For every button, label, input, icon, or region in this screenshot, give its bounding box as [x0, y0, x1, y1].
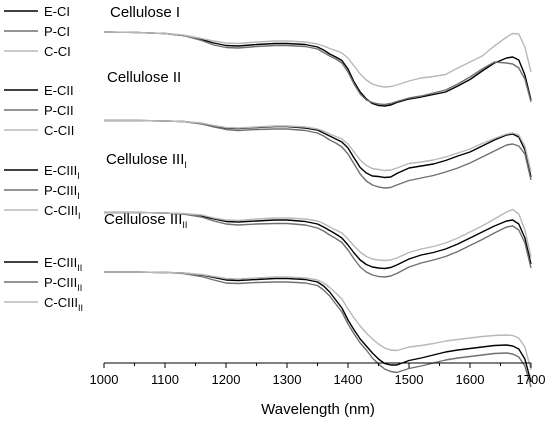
- series-line-c-ciii-i: [104, 208, 532, 262]
- x-tick-label: 1000: [90, 372, 119, 387]
- x-tick-label: 1100: [151, 372, 179, 387]
- legend-label: E-CI: [44, 4, 70, 19]
- series-line-e-ciii-ii: [104, 271, 532, 383]
- series-line-c-cii: [104, 119, 532, 173]
- series-line-p-ci: [103, 31, 532, 106]
- x-tick-label: 1300: [273, 372, 302, 387]
- legend-label: P-CIIIII: [44, 275, 82, 293]
- series-line-c-ci: [103, 31, 532, 88]
- legend-label: P-CI: [44, 24, 70, 39]
- x-tick-label: 1700: [517, 372, 546, 387]
- group-title-4: Cellulose IIIII: [104, 211, 187, 230]
- legend: E-CI P-CI C-CI E-CII P-CII C-CII E-CIIII P-CIII…: [4, 4, 83, 313]
- legend-label: C-CII: [44, 123, 74, 138]
- legend-label: E-CII: [44, 83, 74, 98]
- series-line-p-cii: [104, 119, 532, 189]
- legend-label: P-CIIII: [44, 183, 80, 201]
- legend-label: C-CI: [44, 44, 71, 59]
- group-titles: Cellulose I Cellulose II Cellulose IIII Cel…: [104, 4, 187, 230]
- x-tick-label: 1200: [212, 372, 241, 387]
- x-tick-label: 1400: [334, 372, 363, 387]
- x-tick-label: 1600: [456, 372, 485, 387]
- legend-label: C-CIIIII: [44, 295, 83, 313]
- group-title-3: Cellulose IIII: [106, 151, 187, 170]
- group-title-2: Cellulose II: [107, 69, 181, 86]
- x-axis: 1000 1100 1200 1300 1400 1500 1600 1700: [90, 362, 546, 387]
- legend-label: C-CIIII: [44, 203, 80, 221]
- plot-lines: [103, 31, 532, 388]
- series-line-e-ciii-i: [104, 211, 532, 270]
- legend-label: E-CIIIII: [44, 255, 82, 273]
- group-title-1: Cellulose I: [110, 4, 180, 21]
- x-tick-label: 1500: [395, 372, 424, 387]
- series-line-e-ci: [103, 31, 532, 107]
- legend-label: E-CIIII: [44, 163, 80, 181]
- series-line-p-ciii-ii: [104, 271, 532, 388]
- x-axis-title: Wavelength (nm): [261, 401, 375, 418]
- legend-label: P-CII: [44, 103, 74, 118]
- series-line-c-ciii-ii: [104, 271, 532, 371]
- series-line-p-ciii-i: [104, 211, 532, 278]
